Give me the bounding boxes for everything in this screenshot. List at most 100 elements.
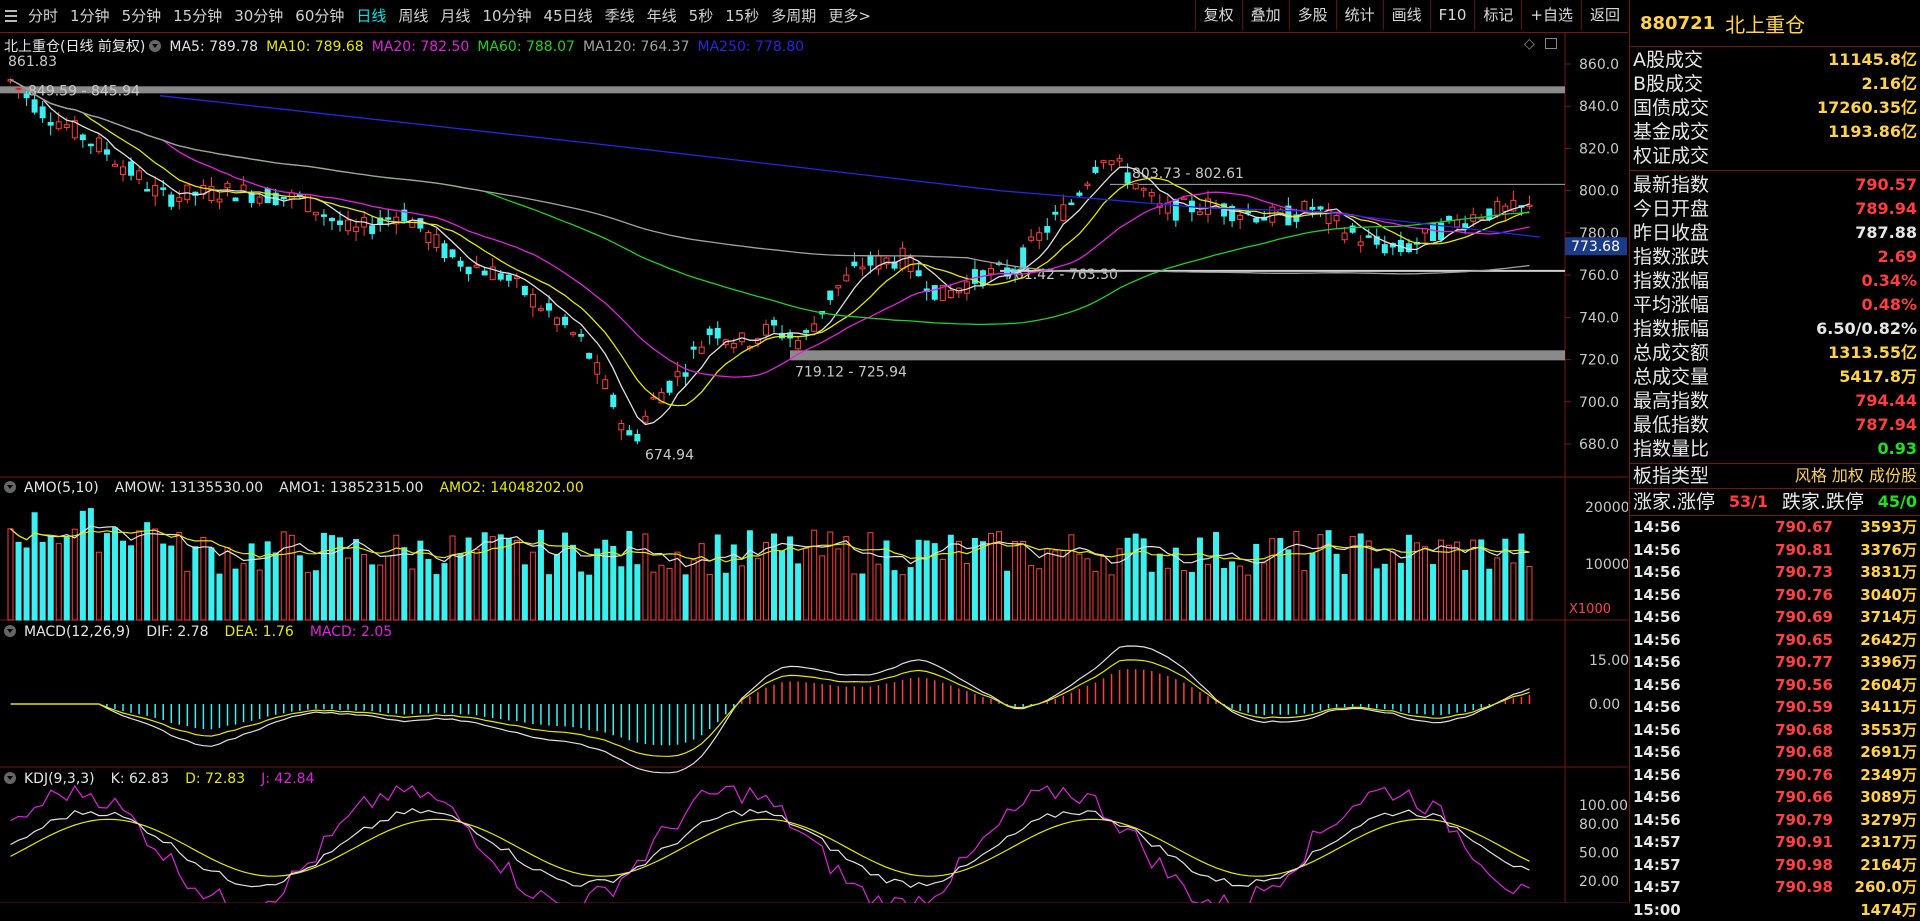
volume-bar	[1109, 575, 1114, 620]
candle-body	[538, 309, 543, 311]
tool-button[interactable]: 多股	[1289, 0, 1336, 30]
volume-bar	[1238, 566, 1243, 620]
volume-bar	[1053, 551, 1058, 620]
diamond-icon[interactable]: ◇	[1524, 36, 1535, 52]
volume-bar	[691, 560, 696, 620]
tool-button[interactable]: +自选	[1521, 0, 1581, 30]
amo-unit-label: X1000	[1569, 602, 1611, 617]
timeframe-tab[interactable]: 月线	[434, 0, 476, 32]
window-icon[interactable]	[1545, 38, 1557, 49]
sector-type-value[interactable]: 风格 加权 成份股	[1795, 464, 1917, 488]
dropdown-circle-icon[interactable]	[149, 40, 161, 52]
candle-body	[1125, 173, 1130, 183]
kdj-tick-label: 80.00	[1579, 817, 1619, 833]
volume-bar	[804, 548, 809, 620]
volume-bar	[466, 538, 471, 620]
candle-body	[563, 317, 568, 324]
candle-body	[161, 188, 166, 190]
timeframe-tab[interactable]: 更多>	[822, 0, 877, 32]
tick-price: 790.66	[1743, 786, 1833, 809]
ma-legend-item: MA60: 788.07	[477, 39, 575, 55]
quote-value: 5417.8万	[1839, 365, 1917, 389]
tool-button[interactable]: 标记	[1474, 0, 1521, 30]
tool-button[interactable]: 画线	[1383, 0, 1430, 30]
volume-bar	[112, 528, 117, 620]
timeframe-tab[interactable]: 5分钟	[116, 0, 168, 32]
candle-body	[1495, 201, 1500, 216]
timeframe-tab[interactable]: 15秒	[719, 0, 765, 32]
tool-button[interactable]: 返回	[1581, 0, 1628, 30]
volume-bar	[1447, 545, 1452, 620]
quote-label: 权证成交	[1633, 144, 1709, 168]
dropdown-circle-icon[interactable]	[4, 481, 16, 493]
candle-body	[1053, 212, 1058, 214]
timeframe-tab[interactable]: 45日线	[538, 0, 599, 32]
quote-value: 11145.8亿	[1828, 48, 1917, 72]
timeframe-tab[interactable]: 多周期	[765, 0, 822, 32]
tool-button[interactable]: 统计	[1336, 0, 1383, 30]
main-chart-title[interactable]: 北上重仓(日线 前复权)	[4, 39, 145, 55]
dropdown-circle-icon[interactable]	[4, 772, 16, 784]
volume-bar	[1310, 553, 1315, 620]
timeframe-tab[interactable]: 季线	[599, 0, 641, 32]
timeframe-tab[interactable]: 60分钟	[289, 0, 350, 32]
timeframe-tab[interactable]: 10分钟	[476, 0, 537, 32]
volume-bar	[1390, 552, 1395, 620]
volume-bar	[1262, 563, 1267, 620]
volume-bar	[1519, 534, 1524, 620]
kdj-value: D: 72.83	[185, 771, 245, 787]
candle-body	[587, 353, 592, 358]
volume-bar	[1431, 565, 1436, 620]
timeframe-tab[interactable]: 30分钟	[228, 0, 289, 32]
timeframe-tab[interactable]: 周线	[392, 0, 434, 32]
quote-value: 787.94	[1855, 413, 1917, 437]
tick-time: 14:56	[1630, 584, 1743, 607]
timeframe-tab[interactable]: 15分钟	[167, 0, 228, 32]
volume-bar	[627, 531, 632, 620]
ma-legend-item: MA20: 782.50	[372, 39, 470, 55]
timeframe-tab[interactable]: 5秒	[683, 0, 720, 32]
tool-button[interactable]: 叠加	[1242, 0, 1289, 30]
tick-price: 790.56	[1743, 674, 1833, 697]
candle-body	[595, 363, 600, 374]
timeframe-tab[interactable]: 分时	[22, 0, 64, 32]
volume-bar	[723, 573, 728, 620]
candle-body	[506, 275, 511, 280]
candle-body	[1366, 236, 1371, 238]
hamburger-icon[interactable]	[0, 0, 22, 32]
tick-price: 790.76	[1743, 764, 1833, 787]
volume-bar	[121, 541, 126, 620]
timeframe-tab[interactable]: 1分钟	[64, 0, 116, 32]
candle-body	[675, 372, 680, 377]
volume-bar	[506, 539, 511, 620]
candle-body	[836, 286, 841, 288]
tool-button[interactable]: 复权	[1195, 0, 1242, 30]
timeframe-tab[interactable]: 日线	[350, 0, 392, 32]
quote-label: 平均涨幅	[1633, 293, 1709, 317]
candle-body	[667, 381, 672, 392]
band-top-annotation: 849.59 - 845.94	[28, 84, 140, 100]
price-tick-label: 820.0	[1579, 141, 1619, 157]
volume-bar	[619, 567, 624, 620]
timeframe-tab[interactable]: 年线	[641, 0, 683, 32]
volume-bar	[1061, 550, 1066, 620]
candle-body	[964, 282, 969, 293]
volume-bar	[145, 523, 150, 620]
volume-bar	[940, 559, 945, 620]
dropdown-circle-icon[interactable]	[4, 625, 16, 637]
quote-value: 787.88	[1855, 221, 1917, 245]
quote-label: 指数涨幅	[1633, 269, 1709, 293]
tool-button[interactable]: F10	[1430, 0, 1475, 30]
candle-body	[579, 335, 584, 337]
candle-body	[1069, 203, 1074, 205]
band-top	[0, 86, 1565, 93]
candle-body	[346, 220, 351, 231]
tick-volume: 260.0万	[1833, 876, 1917, 899]
candle-body	[153, 185, 158, 195]
quote-header: 880721 北上重仓	[1630, 0, 1920, 47]
